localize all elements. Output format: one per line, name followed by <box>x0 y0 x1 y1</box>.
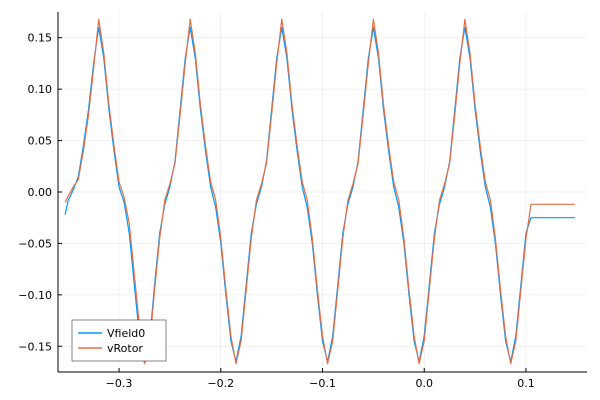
y-tick-label: −0.15 <box>18 340 52 353</box>
y-tick-label: −0.10 <box>18 289 52 302</box>
series-layer <box>64 18 575 365</box>
x-tick-label: 0.0 <box>415 377 433 390</box>
axes: −0.3 −0.2 −0.1 0.0 0.1 −0.15 −0.10 −0.05 0.00 0.0… <box>18 12 587 390</box>
legend-label: Vfield0 <box>107 327 145 340</box>
legend: Vfield0 vRotor <box>71 319 167 362</box>
x-tick-label: −0.1 <box>309 377 336 390</box>
x-tick-label: −0.3 <box>106 377 133 390</box>
series-line-vrotor <box>64 18 575 365</box>
legend-label: vRotor <box>107 342 143 355</box>
y-tick-label: 0.00 <box>28 186 53 199</box>
x-tick-label: −0.2 <box>207 377 234 390</box>
y-tick-label: 0.10 <box>28 83 53 96</box>
y-tick-label: −0.05 <box>18 237 52 250</box>
y-tick-label: 0.15 <box>28 32 53 45</box>
legend-box <box>71 319 167 362</box>
x-tick-label: 0.1 <box>517 377 535 390</box>
y-tick-label: 0.05 <box>28 135 53 148</box>
